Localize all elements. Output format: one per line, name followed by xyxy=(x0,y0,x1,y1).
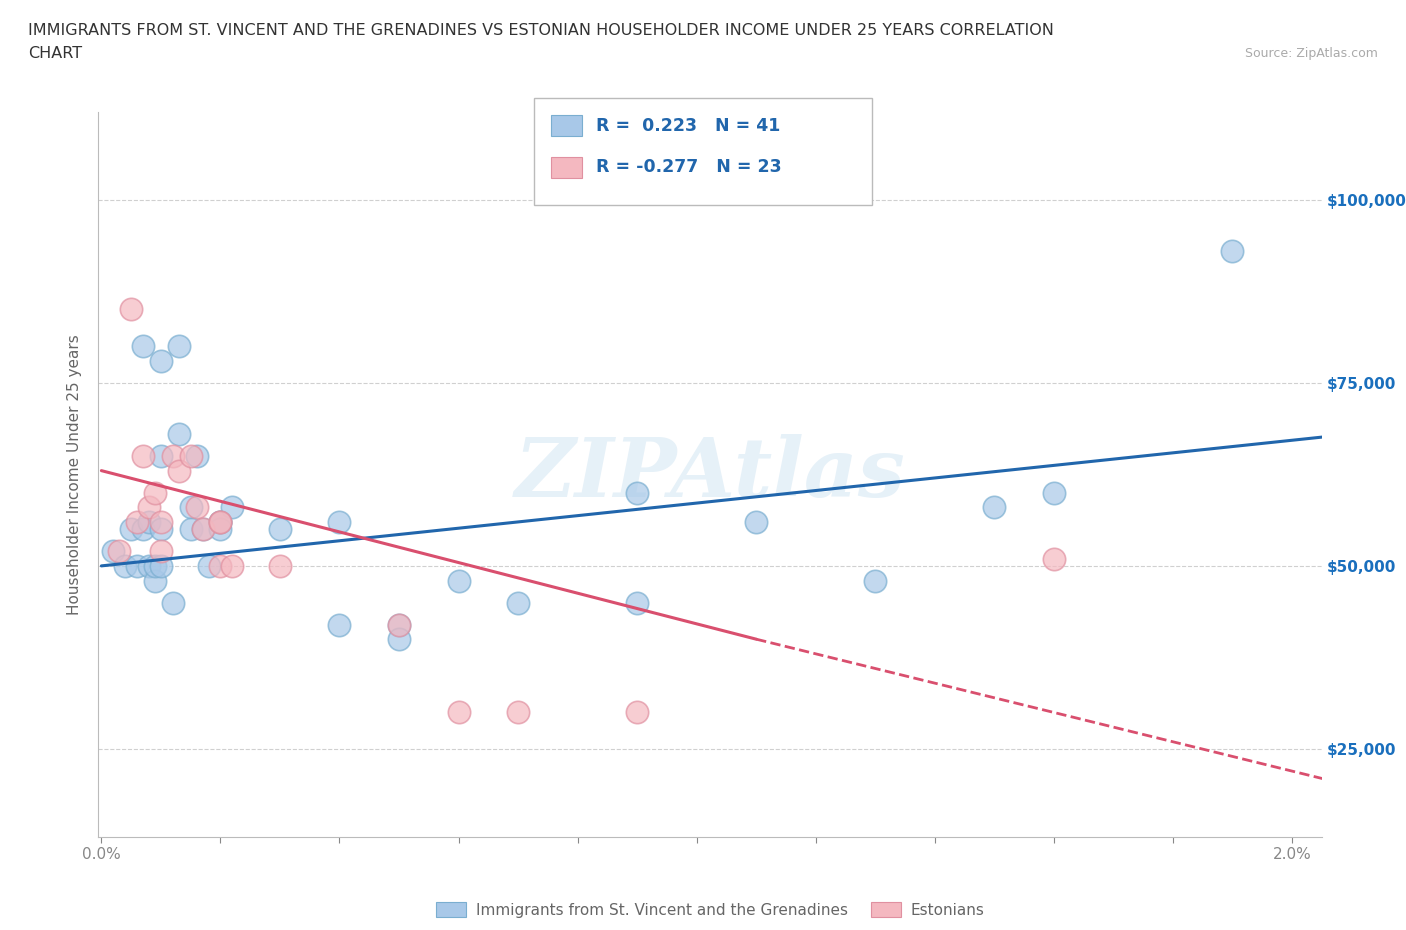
Point xyxy=(149,544,172,559)
Point xyxy=(221,558,243,573)
Point xyxy=(388,618,411,632)
Point xyxy=(149,353,172,368)
Point xyxy=(167,463,190,478)
Point xyxy=(114,558,136,573)
Text: CHART: CHART xyxy=(28,46,82,61)
Point xyxy=(167,339,190,353)
Point xyxy=(180,499,202,514)
Text: IMMIGRANTS FROM ST. VINCENT AND THE GRENADINES VS ESTONIAN HOUSEHOLDER INCOME UN: IMMIGRANTS FROM ST. VINCENT AND THE GREN… xyxy=(28,23,1054,38)
Point xyxy=(149,522,172,537)
Point xyxy=(180,522,202,537)
Point xyxy=(1042,551,1064,566)
Point xyxy=(191,522,214,537)
Point xyxy=(863,573,886,588)
Point xyxy=(149,448,172,463)
Point xyxy=(132,339,155,353)
Point xyxy=(132,448,155,463)
Point xyxy=(127,514,149,529)
Point xyxy=(1042,485,1064,500)
Point xyxy=(447,573,470,588)
Point xyxy=(209,522,232,537)
Point xyxy=(328,514,350,529)
Point xyxy=(162,595,184,610)
Point xyxy=(506,705,529,720)
Text: ZIPAtlas: ZIPAtlas xyxy=(515,434,905,514)
Point xyxy=(269,558,291,573)
Point xyxy=(127,558,149,573)
Point xyxy=(209,514,232,529)
Text: R = -0.277   N = 23: R = -0.277 N = 23 xyxy=(596,158,782,177)
Point xyxy=(626,485,648,500)
Point xyxy=(1340,485,1362,500)
Point xyxy=(506,595,529,610)
Point xyxy=(209,514,232,529)
Point xyxy=(328,618,350,632)
Point xyxy=(138,499,160,514)
Point xyxy=(745,514,768,529)
Point xyxy=(1220,244,1243,259)
Point xyxy=(149,514,172,529)
Point xyxy=(120,302,142,317)
Point xyxy=(138,558,160,573)
Text: R =  0.223   N = 41: R = 0.223 N = 41 xyxy=(596,116,780,135)
Point xyxy=(197,558,219,573)
Point xyxy=(269,522,291,537)
Point xyxy=(983,499,1005,514)
Legend: Immigrants from St. Vincent and the Grenadines, Estonians: Immigrants from St. Vincent and the Gren… xyxy=(430,896,990,923)
Point xyxy=(120,522,142,537)
Text: Source: ZipAtlas.com: Source: ZipAtlas.com xyxy=(1244,46,1378,60)
Point xyxy=(186,499,208,514)
Point xyxy=(103,544,125,559)
Point xyxy=(108,544,131,559)
Point xyxy=(447,705,470,720)
Point xyxy=(132,522,155,537)
Point xyxy=(626,595,648,610)
Point xyxy=(167,427,190,442)
Point xyxy=(626,705,648,720)
Point xyxy=(143,573,166,588)
Point xyxy=(149,558,172,573)
Point xyxy=(143,558,166,573)
Y-axis label: Householder Income Under 25 years: Householder Income Under 25 years xyxy=(67,334,83,615)
Point xyxy=(186,448,208,463)
Point xyxy=(143,485,166,500)
Point xyxy=(388,618,411,632)
Point xyxy=(191,522,214,537)
Point xyxy=(221,499,243,514)
Point xyxy=(209,558,232,573)
Point xyxy=(209,514,232,529)
Point xyxy=(138,514,160,529)
Point xyxy=(180,448,202,463)
Point xyxy=(388,631,411,646)
Point xyxy=(209,514,232,529)
Point xyxy=(162,448,184,463)
